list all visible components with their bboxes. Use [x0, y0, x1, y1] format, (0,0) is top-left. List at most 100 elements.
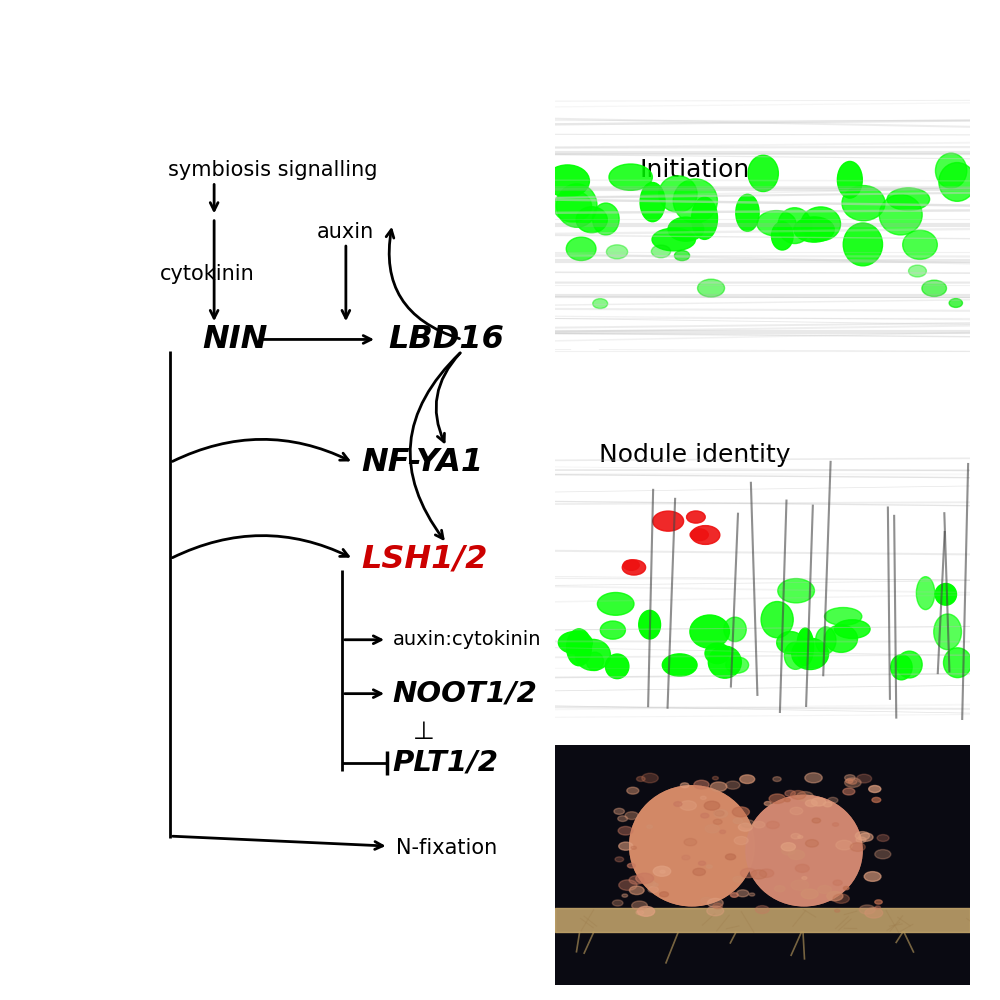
Ellipse shape: [630, 786, 754, 906]
Ellipse shape: [792, 638, 829, 670]
Ellipse shape: [720, 830, 726, 834]
Ellipse shape: [887, 188, 930, 210]
FancyArrowPatch shape: [345, 690, 381, 698]
Ellipse shape: [759, 869, 774, 877]
Ellipse shape: [674, 802, 682, 806]
Ellipse shape: [651, 245, 671, 258]
Ellipse shape: [593, 203, 619, 235]
Ellipse shape: [680, 801, 696, 810]
Ellipse shape: [811, 798, 826, 806]
Ellipse shape: [730, 893, 738, 897]
Ellipse shape: [713, 903, 723, 909]
Ellipse shape: [859, 833, 873, 841]
Ellipse shape: [935, 583, 956, 605]
Ellipse shape: [660, 892, 668, 897]
Ellipse shape: [640, 182, 665, 222]
FancyArrowPatch shape: [172, 439, 348, 461]
Ellipse shape: [903, 230, 937, 259]
Ellipse shape: [724, 617, 746, 642]
Ellipse shape: [618, 826, 633, 835]
Ellipse shape: [875, 900, 882, 904]
Text: ⊥: ⊥: [413, 720, 434, 744]
Ellipse shape: [845, 778, 861, 787]
Text: symbiosis signalling: symbiosis signalling: [168, 160, 377, 180]
Text: N-fixation: N-fixation: [396, 838, 498, 858]
Ellipse shape: [660, 870, 665, 873]
Ellipse shape: [636, 873, 654, 883]
Ellipse shape: [684, 838, 697, 846]
Ellipse shape: [629, 886, 644, 895]
Ellipse shape: [733, 876, 743, 882]
Ellipse shape: [823, 802, 832, 807]
Ellipse shape: [879, 195, 922, 235]
Ellipse shape: [605, 654, 629, 679]
Ellipse shape: [701, 897, 712, 904]
Ellipse shape: [653, 866, 671, 876]
Ellipse shape: [674, 251, 690, 261]
Ellipse shape: [698, 861, 706, 865]
Ellipse shape: [790, 807, 803, 815]
Ellipse shape: [636, 910, 644, 915]
Ellipse shape: [682, 855, 690, 860]
Ellipse shape: [618, 816, 628, 821]
Ellipse shape: [791, 833, 800, 839]
Ellipse shape: [802, 877, 807, 880]
Ellipse shape: [845, 775, 855, 781]
Ellipse shape: [801, 207, 841, 241]
Ellipse shape: [575, 639, 610, 670]
Ellipse shape: [746, 795, 862, 906]
Ellipse shape: [639, 610, 661, 639]
FancyArrowPatch shape: [436, 353, 460, 442]
Ellipse shape: [625, 812, 639, 820]
FancyArrowPatch shape: [410, 353, 460, 539]
Ellipse shape: [637, 776, 645, 781]
Ellipse shape: [791, 791, 806, 799]
Ellipse shape: [812, 818, 821, 823]
Ellipse shape: [949, 299, 962, 307]
Ellipse shape: [848, 779, 857, 784]
Ellipse shape: [771, 222, 793, 250]
Ellipse shape: [648, 887, 658, 893]
Ellipse shape: [788, 850, 805, 860]
Ellipse shape: [857, 774, 872, 783]
Ellipse shape: [623, 560, 639, 570]
Ellipse shape: [714, 810, 728, 818]
Ellipse shape: [707, 906, 724, 916]
Ellipse shape: [725, 854, 736, 860]
Ellipse shape: [833, 894, 849, 903]
Ellipse shape: [687, 511, 705, 523]
Ellipse shape: [593, 299, 608, 309]
Ellipse shape: [909, 265, 926, 277]
Ellipse shape: [734, 836, 748, 845]
Ellipse shape: [704, 801, 720, 810]
Ellipse shape: [622, 560, 646, 575]
Ellipse shape: [875, 850, 891, 859]
Ellipse shape: [843, 886, 849, 890]
Ellipse shape: [612, 900, 623, 906]
Ellipse shape: [567, 629, 591, 666]
Ellipse shape: [726, 657, 749, 673]
Ellipse shape: [795, 864, 809, 872]
Text: NOOT1/2: NOOT1/2: [392, 680, 537, 708]
Ellipse shape: [835, 909, 840, 912]
Ellipse shape: [922, 280, 946, 296]
Ellipse shape: [805, 800, 817, 807]
Ellipse shape: [791, 880, 809, 890]
Ellipse shape: [691, 526, 720, 544]
Ellipse shape: [740, 775, 755, 784]
Ellipse shape: [629, 876, 644, 884]
Ellipse shape: [828, 797, 838, 803]
Ellipse shape: [916, 577, 935, 610]
Ellipse shape: [558, 631, 592, 654]
Ellipse shape: [748, 155, 778, 192]
Ellipse shape: [668, 217, 704, 241]
Ellipse shape: [864, 872, 881, 881]
Ellipse shape: [673, 179, 717, 223]
Ellipse shape: [818, 885, 832, 894]
Ellipse shape: [801, 889, 818, 899]
Ellipse shape: [637, 906, 655, 916]
Ellipse shape: [777, 632, 804, 654]
Ellipse shape: [846, 779, 853, 783]
Ellipse shape: [935, 153, 967, 188]
Ellipse shape: [693, 868, 705, 876]
